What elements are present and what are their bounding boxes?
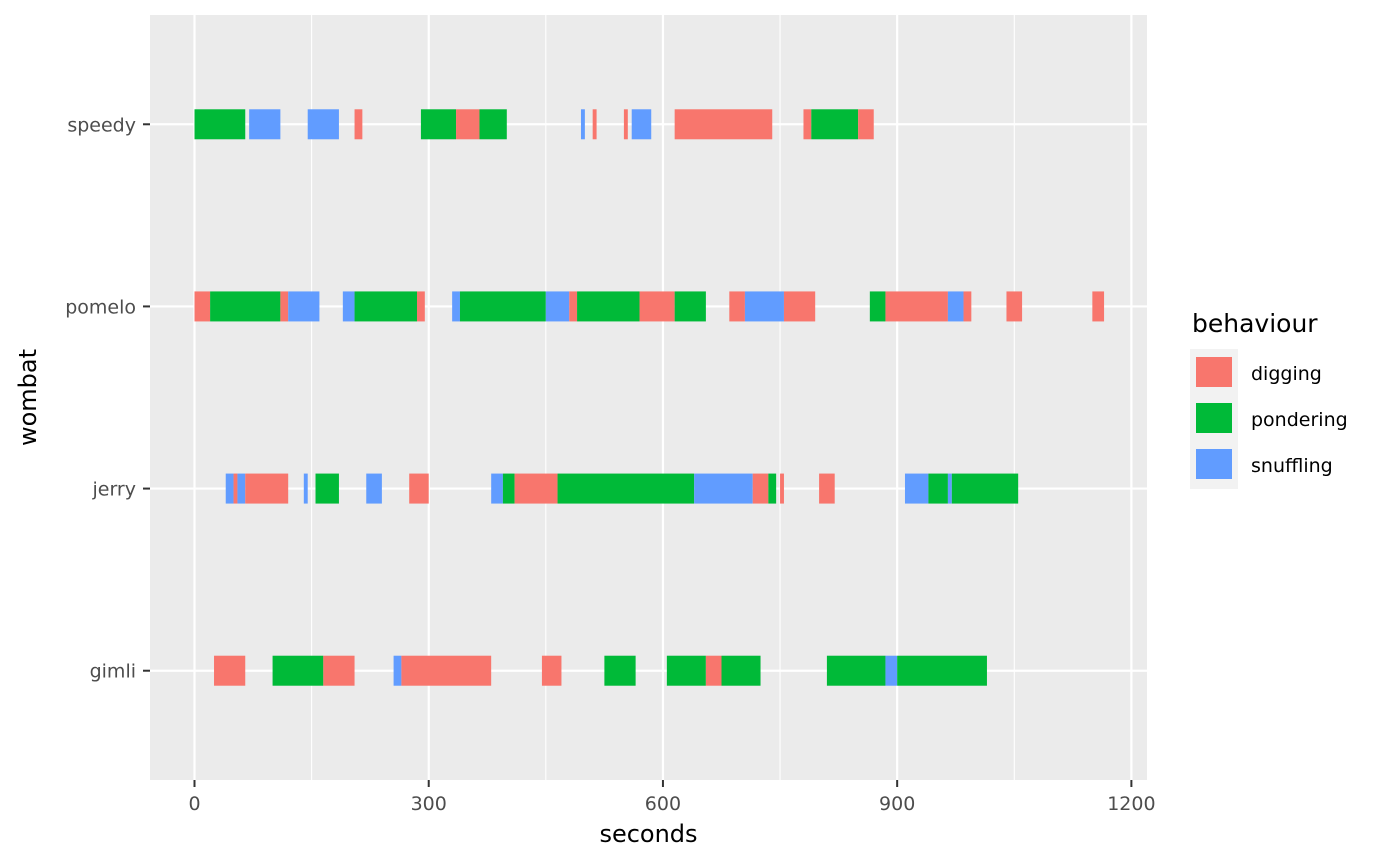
- segment-jerry-digging: [409, 473, 429, 504]
- plot-panel: [150, 15, 1147, 780]
- segment-speedy-digging: [456, 109, 480, 140]
- segment-pomelo-digging: [729, 291, 745, 322]
- segment-gimli-digging: [214, 655, 246, 686]
- segment-pomelo-digging: [417, 291, 425, 322]
- segment-jerry-snuffling: [947, 473, 952, 504]
- legend-swatch-digging: [1196, 357, 1232, 387]
- segment-gimli-digging: [705, 655, 722, 686]
- y-tick-label: speedy: [67, 114, 136, 136]
- segment-pomelo-pondering: [210, 291, 281, 322]
- x-tick-label: 0: [188, 793, 200, 815]
- segment-pomelo-snuffling: [744, 291, 784, 322]
- segment-pomelo-snuffling: [452, 291, 460, 322]
- segment-pomelo-pondering: [869, 291, 886, 322]
- segment-gimli-pondering: [666, 655, 706, 686]
- segment-jerry-snuffling: [225, 473, 234, 504]
- segment-gimli-snuffling: [885, 655, 898, 686]
- segment-speedy-snuffling: [580, 109, 585, 140]
- segment-speedy-digging: [803, 109, 812, 140]
- segment-jerry-digging: [819, 473, 835, 504]
- segment-jerry-digging: [514, 473, 558, 504]
- segment-jerry-snuffling: [366, 473, 382, 504]
- legend: behaviour digging pondering snuffling: [1190, 309, 1348, 489]
- segment-gimli-digging: [323, 655, 355, 686]
- segment-gimli-pondering: [272, 655, 324, 686]
- segment-jerry-digging: [233, 473, 238, 504]
- segment-gimli-pondering: [826, 655, 886, 686]
- segment-speedy-snuffling: [307, 109, 339, 140]
- segment-jerry-pondering: [928, 473, 948, 504]
- y-tick-label: jerry: [91, 479, 136, 501]
- segment-pomelo-pondering: [577, 291, 640, 322]
- segment-pomelo-digging: [639, 291, 675, 322]
- segment-gimli-pondering: [604, 655, 636, 686]
- segment-pomelo-digging: [783, 291, 816, 322]
- y-tick-label: gimli: [90, 661, 136, 683]
- segment-pomelo-snuffling: [288, 291, 320, 322]
- segment-jerry-snuffling: [694, 473, 753, 504]
- segment-gimli-digging: [401, 655, 492, 686]
- x-tick-label: 600: [645, 793, 681, 815]
- y-axis-title: wombat: [14, 349, 42, 446]
- legend-label-snuffling: snuffling: [1251, 455, 1333, 477]
- segment-jerry-digging: [245, 473, 289, 504]
- x-axis-title: seconds: [599, 820, 697, 848]
- segment-gimli-digging: [541, 655, 562, 686]
- segment-pomelo-digging: [569, 291, 578, 322]
- segment-speedy-digging: [354, 109, 363, 140]
- axes: 0 300 600 900 1200 gimli jerry pomelo speedy: [65, 114, 1155, 815]
- segment-pomelo-pondering: [674, 291, 706, 322]
- legend-label-digging: digging: [1251, 363, 1322, 385]
- segment-speedy-snuffling: [249, 109, 281, 140]
- segment-jerry-snuffling: [904, 473, 929, 504]
- legend-title: behaviour: [1192, 309, 1318, 338]
- x-tick-label: 900: [879, 793, 915, 815]
- segment-jerry-pondering: [315, 473, 339, 504]
- legend-swatch-snuffling: [1196, 449, 1232, 479]
- segment-jerry-pondering: [951, 473, 1019, 504]
- segment-gimli-pondering: [897, 655, 987, 686]
- segment-speedy-pondering: [811, 109, 859, 140]
- behaviour-segments: [194, 109, 1105, 686]
- segment-gimli-snuffling: [393, 655, 402, 686]
- segment-jerry-digging: [752, 473, 769, 504]
- segment-pomelo-pondering: [459, 291, 546, 322]
- segment-pomelo-digging: [194, 291, 211, 322]
- segment-gimli-pondering: [721, 655, 761, 686]
- segment-pomelo-snuffling: [545, 291, 570, 322]
- segment-jerry-digging: [780, 473, 784, 504]
- segment-pomelo-digging: [963, 291, 972, 322]
- segment-pomelo-digging: [1006, 291, 1023, 322]
- segment-speedy-pondering: [420, 109, 457, 140]
- segment-pomelo-pondering: [354, 291, 418, 322]
- segment-pomelo-digging: [885, 291, 948, 322]
- segment-jerry-pondering: [768, 473, 777, 504]
- legend-items: digging pondering snuffling: [1190, 349, 1348, 489]
- legend-swatch-pondering: [1196, 403, 1232, 433]
- segment-speedy-pondering: [194, 109, 246, 140]
- segment-speedy-digging: [623, 109, 628, 140]
- segment-jerry-pondering: [557, 473, 695, 504]
- segment-speedy-digging: [592, 109, 597, 140]
- segment-speedy-pondering: [479, 109, 507, 140]
- segment-jerry-snuffling: [237, 473, 246, 504]
- segment-pomelo-digging: [280, 291, 289, 322]
- segment-speedy-digging: [858, 109, 874, 140]
- segment-jerry-snuffling: [491, 473, 503, 504]
- segment-pomelo-snuffling: [947, 291, 964, 322]
- segment-pomelo-snuffling: [342, 291, 355, 322]
- x-tick-label: 1200: [1107, 793, 1155, 815]
- y-tick-label: pomelo: [65, 296, 136, 318]
- segment-speedy-digging: [674, 109, 773, 140]
- segment-jerry-pondering: [502, 473, 515, 504]
- x-tick-label: 300: [411, 793, 447, 815]
- legend-label-pondering: pondering: [1251, 409, 1348, 431]
- segment-speedy-snuffling: [631, 109, 652, 140]
- segment-jerry-snuffling: [303, 473, 308, 504]
- segment-pomelo-digging: [1092, 291, 1105, 322]
